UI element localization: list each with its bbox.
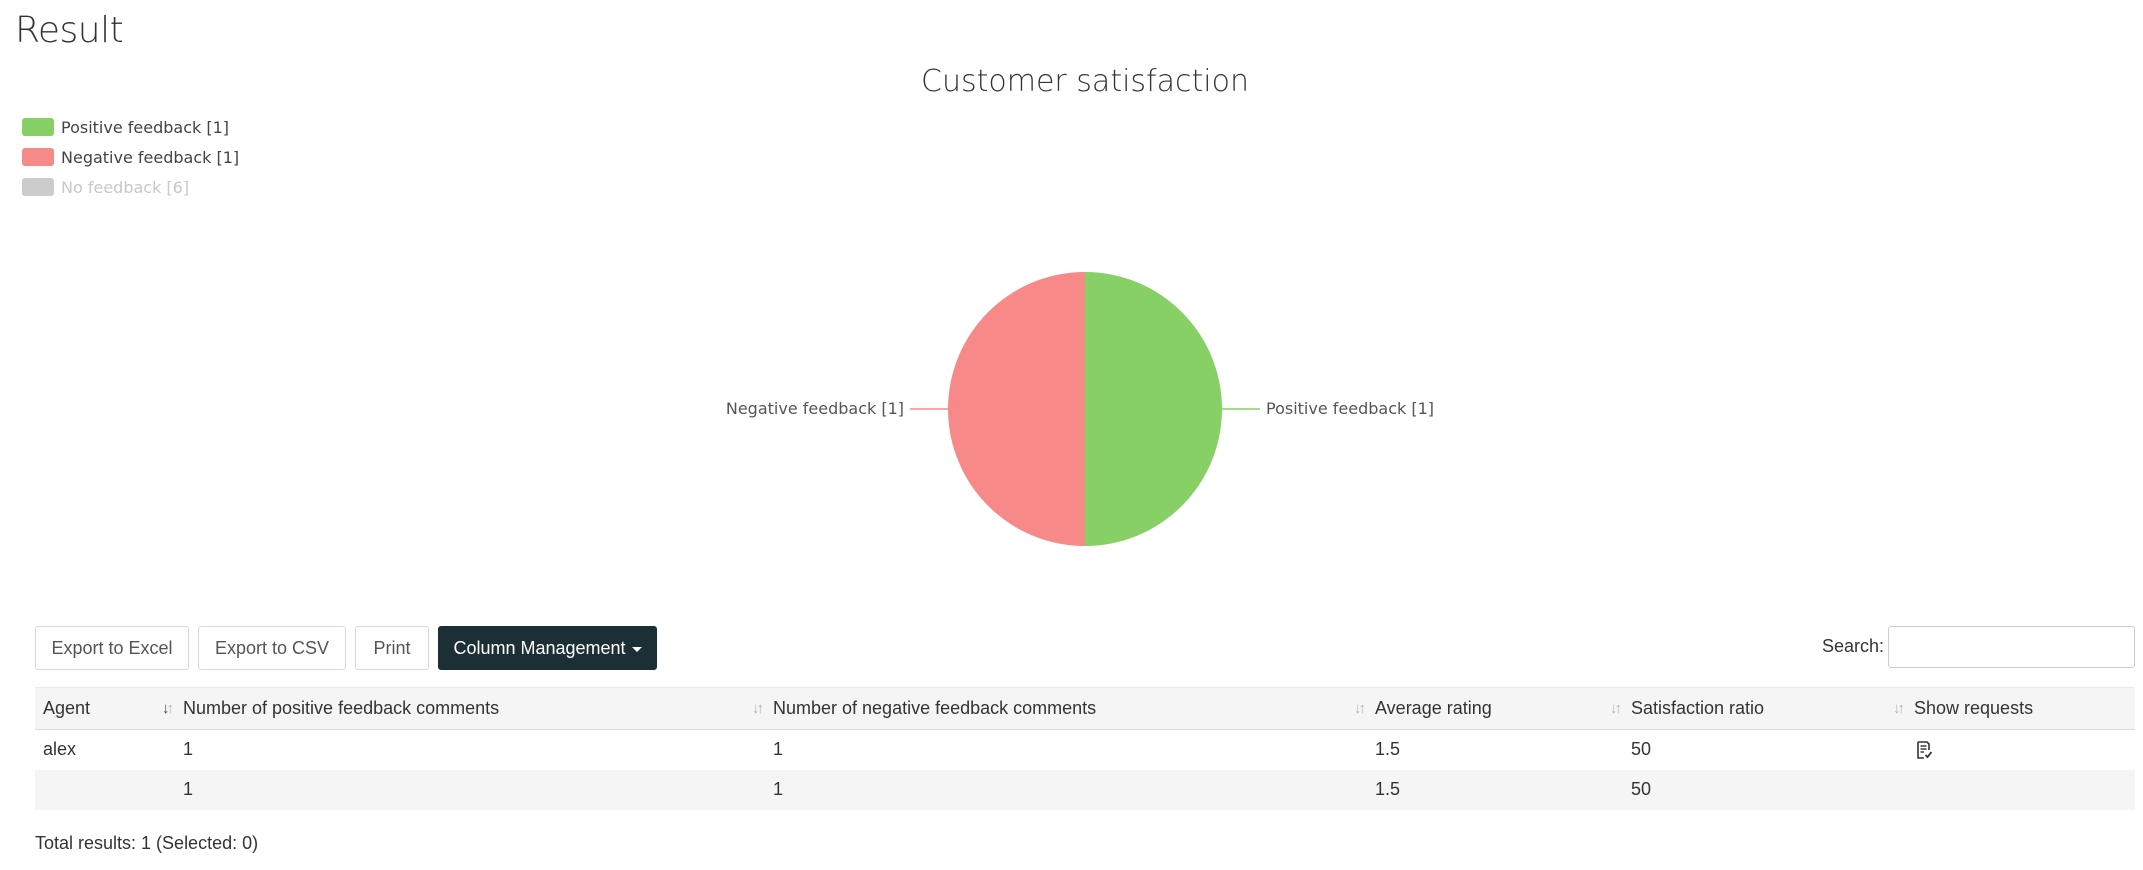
column-header-show-requests-label: Show requests <box>1914 698 2034 718</box>
column-header-agent-label: Agent <box>43 698 91 718</box>
legend-swatch-positive <box>22 118 54 136</box>
document-check-icon[interactable] <box>1914 740 1934 760</box>
legend-label-positive: Positive feedback [1] <box>61 117 230 137</box>
total-results: Total results: 1 (Selected: 0) <box>35 833 259 853</box>
legend-swatch-no-feedback <box>22 178 54 196</box>
sort-icon[interactable]: ↓↑ <box>752 700 764 717</box>
pie-label-1: Negative feedback [1] <box>726 399 904 418</box>
legend-item-positive[interactable]: Positive feedback [1] <box>22 112 239 142</box>
search-label: Search: <box>1822 636 1885 656</box>
column-header-agent[interactable]: Agent ↓↑ <box>35 687 175 730</box>
column-header-average-rating[interactable]: Average rating ↓↑ <box>1367 687 1623 730</box>
table-row[interactable]: alex 1 1 1.5 50 <box>35 729 2135 770</box>
column-header-positive[interactable]: Number of positive feedback comments ↓↑ <box>175 687 765 730</box>
pie-slice-1[interactable] <box>948 272 1085 546</box>
column-management-button[interactable]: Column Management <box>438 626 657 670</box>
pie-label-0: Positive feedback [1] <box>1266 399 1434 418</box>
print-button[interactable]: Print <box>355 626 429 670</box>
column-header-positive-label: Number of positive feedback comments <box>183 698 500 718</box>
legend-label-no-feedback: No feedback [6] <box>61 177 190 197</box>
legend-swatch-negative <box>22 148 54 166</box>
export-csv-button[interactable]: Export to CSV <box>198 626 346 670</box>
legend-item-no-feedback[interactable]: No feedback [6] <box>22 172 239 202</box>
column-header-show-requests: Show requests <box>1906 687 2135 730</box>
caret-down-icon <box>631 646 642 652</box>
page-title: Result <box>15 10 124 51</box>
total-satisfaction-ratio: 50 <box>1623 769 1906 810</box>
table-totals-row: 1 1 1.5 50 <box>35 769 2135 810</box>
table-header-row: Agent ↓↑ Number of positive feedback com… <box>35 687 2135 730</box>
sort-icon[interactable]: ↓↑ <box>1610 700 1622 717</box>
cell-show-requests <box>1906 729 2135 770</box>
total-show-requests <box>1906 769 2135 810</box>
column-management-label: Column Management <box>453 637 626 658</box>
sort-desc-icon[interactable]: ↓↑ <box>162 700 174 717</box>
column-header-satisfaction-ratio-label: Satisfaction ratio <box>1631 698 1765 718</box>
chart-title: Customer satisfaction <box>921 64 1249 99</box>
cell-positive: 1 <box>175 729 765 770</box>
pie-chart: Positive feedback [1] Negative feedback [… <box>726 272 1434 546</box>
sort-icon[interactable]: ↓↑ <box>1354 700 1366 717</box>
legend-item-negative[interactable]: Negative feedback [1] <box>22 142 239 172</box>
total-positive: 1 <box>175 769 765 810</box>
chart-legend: Positive feedback [1] Negative feedback … <box>22 112 239 202</box>
column-header-average-rating-label: Average rating <box>1375 698 1492 718</box>
total-average-rating: 1.5 <box>1367 769 1623 810</box>
legend-label-negative: Negative feedback [1] <box>61 147 240 167</box>
cell-satisfaction-ratio: 50 <box>1623 729 1906 770</box>
cell-negative: 1 <box>765 729 1367 770</box>
cell-average-rating: 1.5 <box>1367 729 1623 770</box>
total-agent <box>35 769 175 810</box>
total-negative: 1 <box>765 769 1367 810</box>
cell-agent: alex <box>35 729 175 770</box>
column-header-negative[interactable]: Number of negative feedback comments ↓↑ <box>765 687 1367 730</box>
results-table: Agent ↓↑ Number of positive feedback com… <box>35 687 2135 810</box>
export-excel-button[interactable]: Export to Excel <box>35 626 189 670</box>
pie-slice-0[interactable] <box>1085 272 1222 546</box>
column-header-negative-label: Number of negative feedback comments <box>773 698 1097 718</box>
sort-icon[interactable]: ↓↑ <box>1893 700 1905 717</box>
search-input[interactable] <box>1888 626 2135 668</box>
column-header-satisfaction-ratio[interactable]: Satisfaction ratio ↓↑ <box>1623 687 1906 730</box>
